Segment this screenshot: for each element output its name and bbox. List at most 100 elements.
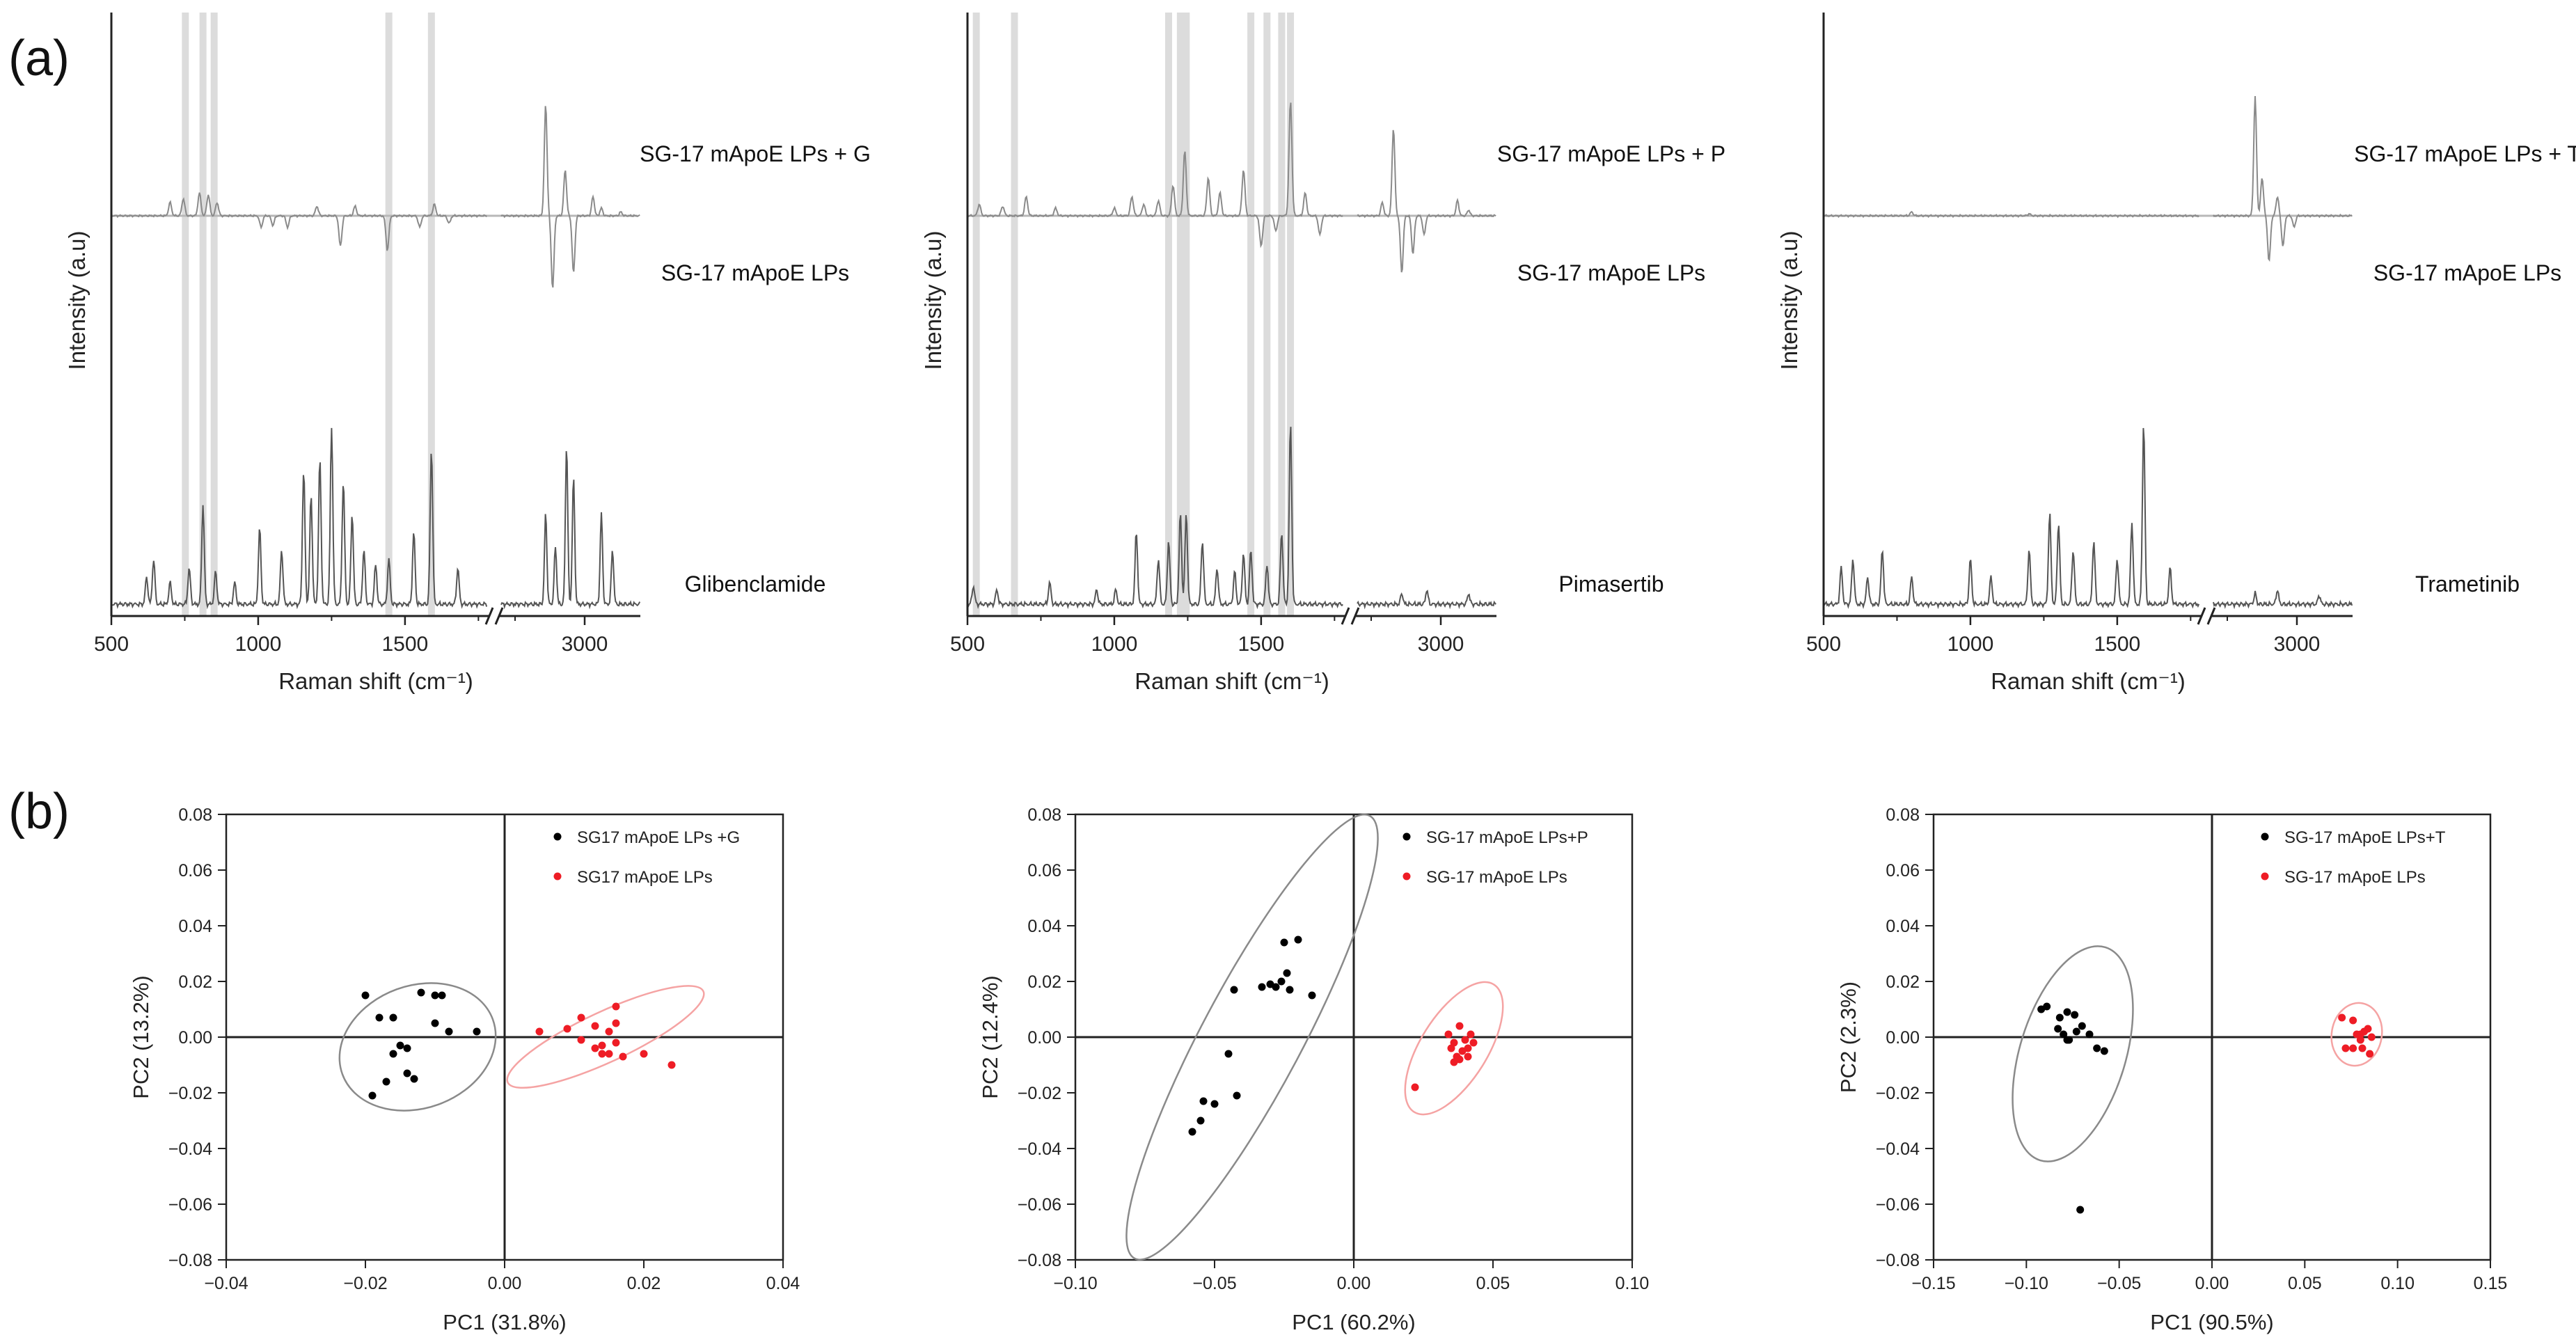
data-point-sample [1230,986,1238,994]
data-point-sample [361,991,370,1000]
legend-label: SG-17 mApoE LPs [1426,868,1567,887]
data-point-sample [368,1091,377,1100]
data-point-control [2349,1016,2357,1025]
data-point-sample [410,1075,418,1083]
legend-label: SG-17 mApoE LPs+T [2284,828,2446,847]
legend-label: SG-17 mApoE LPs [2284,868,2426,887]
data-point-sample [1258,983,1266,991]
legend-marker [553,872,562,881]
series-label-liposomes: SG-17 mApoE LPs [661,260,849,285]
data-point-sample [1224,1050,1233,1058]
legend-marker [2261,832,2269,841]
drug-spectrum-line [2213,590,2353,610]
difference-spectrum-line [1823,210,2199,219]
x-tick-label: −0.02 [343,1274,387,1293]
data-point-control [612,1002,620,1011]
x-tick-label: 1000 [1947,633,1994,656]
series-label-drug: Pimasertib [1558,571,1664,597]
y-axis-label: Intensity (a.u) [64,231,90,370]
x-tick-label: 0.02 [627,1274,661,1293]
series-label-complex: SG-17 mApoE LPs + P [1497,141,1725,166]
pca-plot-1: −0.04 −0.02 0.00 0.02 0.04 0.08 0.06 0.04 0.02 0.… [129,805,800,1334]
highlight-band [210,13,218,616]
data-point-sample [2060,1030,2068,1039]
series-label-complex: SG-17 mApoE LPs + T [2354,141,2576,166]
x-axis-label: PC1 (60.2%) [1292,1310,1415,1334]
data-point-sample [1294,936,1302,944]
series-label-liposomes: SG-17 mApoE LPs [2373,260,2561,285]
confidence-ellipse-sample [1125,814,1379,1261]
data-point-sample [2063,1008,2071,1016]
data-point-control [619,1052,627,1061]
y-tick-label: 0.02 [178,972,212,992]
x-tick-label: 0.00 [488,1274,522,1293]
y-tick-label: −0.08 [1876,1251,1920,1270]
x-tick-label: −0.10 [2005,1274,2048,1293]
x-tick-label: −0.05 [1192,1274,1236,1293]
y-tick-label: −0.02 [1876,1084,1920,1103]
data-point-control [2338,1013,2346,1022]
data-point-sample [2072,1027,2080,1036]
highlight-band [1183,13,1190,616]
y-tick-label: −0.06 [1876,1195,1920,1215]
data-point-control [612,1019,620,1027]
highlight-band [385,13,393,616]
x-tick-label: 500 [94,633,129,656]
data-point-sample [438,991,446,1000]
data-point-sample [396,1041,404,1050]
data-point-sample [2063,1036,2071,1044]
pca-score-plots-row: −0.04 −0.02 0.00 0.02 0.04 0.08 0.06 0.04 0.02 0.… [129,805,2507,1334]
data-point-control [577,1036,585,1044]
data-point-control [1464,1052,1472,1061]
highlight-band [1287,13,1295,616]
confidence-ellipse-sample [338,982,497,1112]
data-point-control [1464,1044,1472,1052]
x-tick-label: 500 [1806,633,1841,656]
y-tick-label: 0.00 [178,1028,212,1048]
data-point-sample [1233,1091,1241,1100]
legend-label: SG17 mApoE LPs +G [577,828,740,847]
data-point-sample [389,1013,397,1022]
x-tick-label: 0.10 [1615,1274,1650,1293]
data-point-sample [2100,1047,2108,1055]
data-point-sample [389,1050,397,1058]
x-axis-label: PC1 (90.5%) [2150,1310,2273,1334]
data-point-control [2349,1044,2357,1052]
y-tick-label: −0.04 [1018,1139,1061,1159]
difference-spectrum-line [1357,129,1496,273]
data-point-sample [473,1027,481,1036]
data-point-control [577,1013,585,1022]
data-point-sample [2078,1022,2086,1030]
data-point-control [1455,1022,1464,1030]
series-label-complex: SG-17 mApoE LPs + G [640,141,871,166]
highlight-band [1164,13,1172,616]
x-tick-label: 1500 [1238,633,1285,656]
data-point-control [1467,1030,1475,1039]
y-tick-label: 0.04 [1886,917,1920,936]
x-tick-label: 0.05 [1476,1274,1510,1293]
y-axis-label: PC2 (13.2%) [129,975,153,1098]
y-axis-label: Intensity (a.u) [1776,231,1802,370]
legend-marker [553,832,562,841]
x-tick-label: 1000 [1091,633,1138,656]
drug-spectrum-line [111,427,488,610]
data-point-control [2366,1050,2374,1058]
data-point-sample [2054,1025,2062,1033]
x-tick-label: 1500 [382,633,429,656]
data-point-sample [403,1044,411,1052]
data-point-sample [375,1013,384,1022]
data-point-control [667,1061,676,1069]
y-tick-label: 0.08 [1886,805,1920,825]
x-tick-label: 1000 [235,633,282,656]
axis-break-mark [484,607,494,625]
highlight-band [427,13,435,616]
data-point-control [2367,1033,2376,1041]
axis-break-mark [494,607,504,625]
highlight-band [1011,13,1018,616]
data-point-control [598,1041,606,1050]
data-point-control [598,1050,606,1058]
highlight-band [199,13,207,616]
y-tick-label: −0.06 [168,1195,212,1215]
data-point-control [605,1050,613,1058]
data-point-control [640,1050,648,1058]
